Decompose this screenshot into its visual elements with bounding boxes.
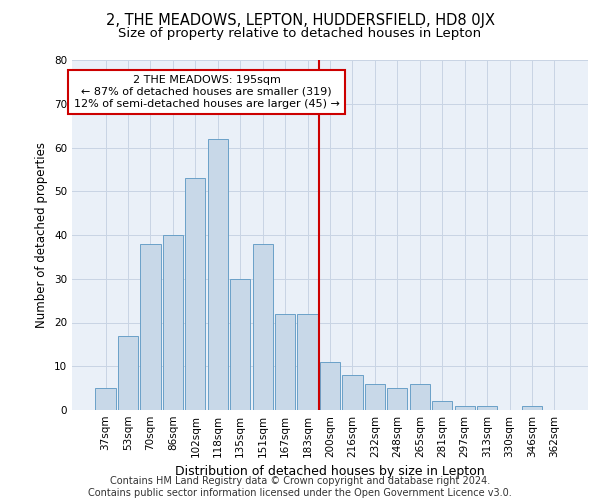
Bar	[298, 314, 317, 410]
Bar	[163, 235, 183, 410]
Bar	[275, 314, 295, 410]
Bar	[118, 336, 138, 410]
Bar	[387, 388, 407, 410]
Text: 2, THE MEADOWS, LEPTON, HUDDERSFIELD, HD8 0JX: 2, THE MEADOWS, LEPTON, HUDDERSFIELD, HD…	[106, 12, 494, 28]
Bar	[432, 401, 452, 410]
Text: Size of property relative to detached houses in Lepton: Size of property relative to detached ho…	[118, 28, 482, 40]
Bar	[410, 384, 430, 410]
Bar	[253, 244, 273, 410]
Bar	[95, 388, 116, 410]
Bar	[320, 362, 340, 410]
Y-axis label: Number of detached properties: Number of detached properties	[35, 142, 49, 328]
Bar	[477, 406, 497, 410]
Bar	[208, 139, 228, 410]
Text: 2 THE MEADOWS: 195sqm
← 87% of detached houses are smaller (319)
12% of semi-det: 2 THE MEADOWS: 195sqm ← 87% of detached …	[74, 76, 340, 108]
Bar	[343, 375, 362, 410]
X-axis label: Distribution of detached houses by size in Lepton: Distribution of detached houses by size …	[175, 466, 485, 478]
Bar	[365, 384, 385, 410]
Bar	[140, 244, 161, 410]
Bar	[455, 406, 475, 410]
Bar	[522, 406, 542, 410]
Text: Contains HM Land Registry data © Crown copyright and database right 2024.
Contai: Contains HM Land Registry data © Crown c…	[88, 476, 512, 498]
Bar	[185, 178, 205, 410]
Bar	[230, 279, 250, 410]
